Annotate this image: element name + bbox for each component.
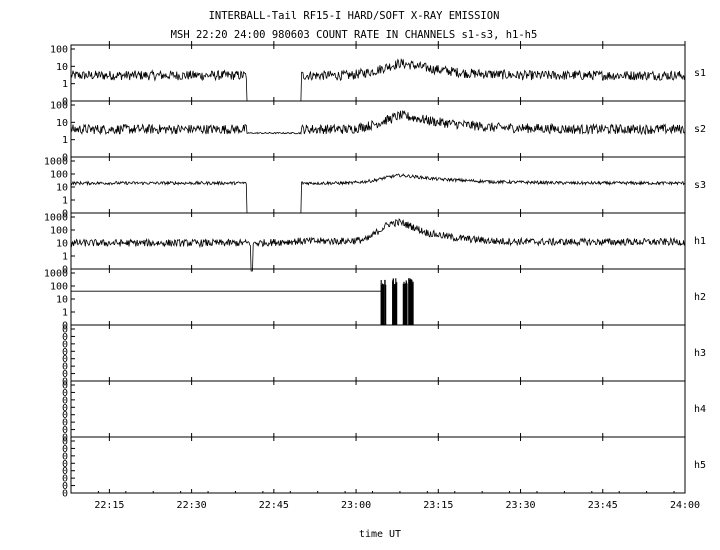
series-label-h1: h1: [694, 236, 706, 247]
trace-s2: [70, 110, 686, 136]
panels-frame: 1001010s11001010s210001001010s3100010010…: [44, 44, 706, 500]
y-tick-label: 0: [62, 381, 68, 392]
trace-s1: [70, 57, 686, 102]
y-tick-label: 1: [62, 196, 68, 207]
y-tick-label: 0: [62, 403, 68, 414]
chart-subtitle: MSH 22:20 24:00 980603 COUNT RATE IN CHA…: [171, 29, 538, 41]
y-tick-label: 10: [56, 62, 68, 73]
y-tick-label: 1: [62, 79, 68, 90]
y-tick-label: 0: [62, 459, 68, 470]
y-tick-label: 0: [62, 474, 68, 485]
x-tick-label: 23:30: [505, 500, 535, 511]
series-label-s3: s3: [694, 180, 706, 191]
series-label-h2: h2: [694, 292, 706, 303]
x-tick-label: 22:45: [259, 500, 289, 511]
y-tick-label: 0: [62, 362, 68, 373]
series-label-h4: h4: [694, 404, 706, 415]
series-label-h3: h3: [694, 348, 706, 359]
y-tick-label: 0: [62, 332, 68, 343]
y-tick-label: 0: [62, 410, 68, 421]
trace-h1: [70, 218, 686, 272]
y-tick-label: 0: [62, 418, 68, 429]
y-tick-label: 0: [62, 437, 68, 448]
y-tick-label: 100: [50, 45, 68, 56]
y-tick-label: 0: [62, 489, 68, 500]
y-tick-label: 0: [62, 433, 68, 444]
x-axis: 22:15 22:30 22:45 23:00 23:15 23:30 23:45 24:00: [70, 41, 700, 511]
series-label-h5: h5: [694, 460, 706, 471]
y-tick-label: 100: [50, 226, 68, 237]
y-tick-label: 0: [62, 354, 68, 365]
trace-s3: [70, 173, 686, 214]
y-tick-label: 0: [62, 339, 68, 350]
x-tick-label: 23:00: [341, 500, 371, 511]
x-tick-label: 23:45: [588, 500, 618, 511]
x-tick-label: 23:15: [423, 500, 453, 511]
y-tick-label: 10: [56, 183, 68, 194]
x-axis-label: time UT: [359, 529, 401, 540]
y-tick-label: 0: [62, 265, 68, 276]
y-tick-label: 1: [62, 308, 68, 319]
x-tick-label: 24:00: [670, 500, 700, 511]
y-tick-label: 0: [62, 325, 68, 336]
traces: [70, 57, 686, 325]
y-tick-label: 100: [50, 170, 68, 181]
series-label-s1: s1: [694, 68, 706, 79]
x-tick-label: 22:30: [177, 500, 207, 511]
y-tick-label: 10: [56, 118, 68, 129]
y-tick-label: 100: [50, 101, 68, 112]
y-tick-label: 0: [62, 395, 68, 406]
y-tick-label: 0: [62, 451, 68, 462]
y-tick-label: 1000: [44, 157, 68, 168]
y-tick-label: 0: [62, 209, 68, 220]
y-tick-label: 10: [56, 295, 68, 306]
x-tick-label: 22:15: [94, 500, 124, 511]
y-tick-label: 0: [62, 466, 68, 477]
y-tick-label: 0: [62, 321, 68, 332]
y-tick-label: 0: [62, 97, 68, 108]
y-tick-label: 1000: [44, 213, 68, 224]
y-tick-label: 0: [62, 347, 68, 358]
y-tick-label: 0: [62, 444, 68, 455]
y-tick-label: 0: [62, 425, 68, 436]
series-label-s2: s2: [694, 124, 706, 135]
y-tick-label: 0: [62, 369, 68, 380]
y-tick-label: 1: [62, 252, 68, 263]
y-tick-label: 10: [56, 239, 68, 250]
y-tick-label: 100: [50, 282, 68, 293]
y-tick-label: 1000: [44, 269, 68, 280]
chart-title: INTERBALL-Tail RF15-I HARD/SOFT X-RAY EM…: [209, 10, 500, 22]
y-tick-label: 0: [62, 153, 68, 164]
y-tick-label: 0: [62, 481, 68, 492]
y-tick-label: 0: [62, 377, 68, 388]
burst-h2: [380, 278, 414, 325]
y-tick-label: 1: [62, 135, 68, 146]
y-tick-label: 0: [62, 388, 68, 399]
